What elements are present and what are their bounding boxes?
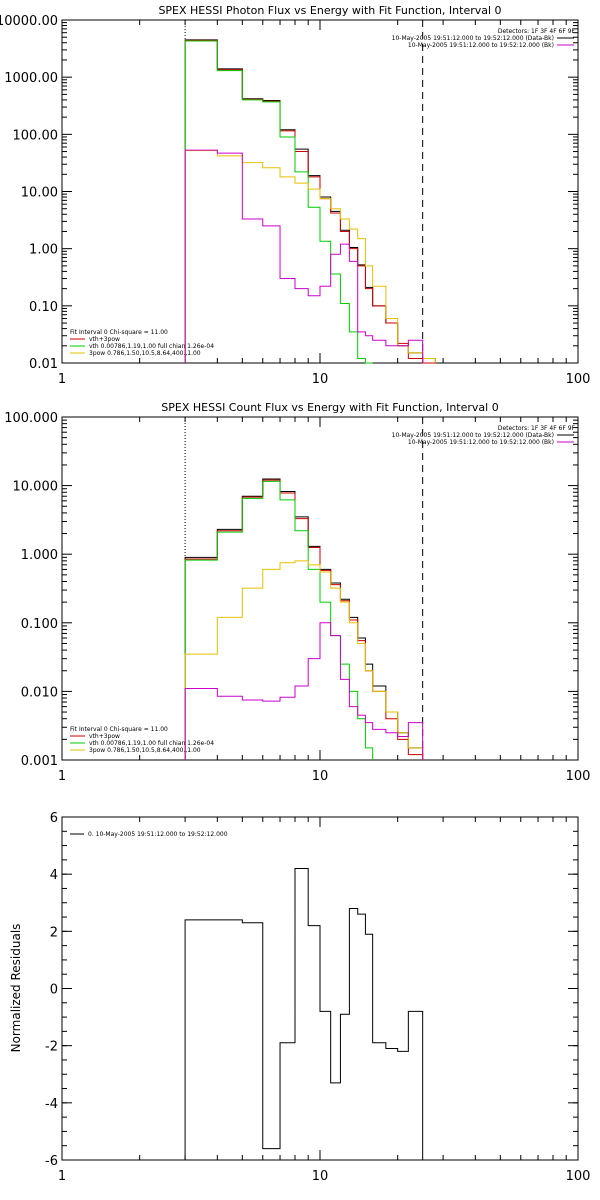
legend-data-bk: 10-May-2005 19:51:12.000 to 19:52:12.000… [392,432,554,439]
x-tick-label: 10 [312,1169,329,1184]
count-flux-chart: SPEX HESSI Count Flux vs Energy with Fit… [4,401,590,784]
range-markers [184,417,424,760]
y-tick-label: 1.000 [21,548,58,563]
x-tick-label: 10 [312,372,329,387]
legend-detectors: Detectors: 1F 3F 4F 6F 9F [498,425,576,432]
y-tick-label: -6 [45,1154,58,1169]
series-line [184,478,424,760]
series-line [184,622,424,760]
y-tick-label: 2 [50,925,58,940]
legend-fit-interval: Fit Interval 0 Chi-square = 11.00 [70,329,168,336]
x-tick-label: 1 [58,769,66,784]
x-tick-label: 100 [566,1169,591,1184]
y-tick-label: 1000.00 [4,71,58,86]
legend-bottom: Fit Interval 0 Chi-square = 11.00 vth+3p… [70,726,214,754]
y-axis-label: Normalized Residuals [9,924,23,1053]
y-tick-label: -4 [45,1097,58,1112]
x-tick-label: 10 [312,769,329,784]
series-line [184,560,424,760]
range-markers [184,20,424,363]
series-line [184,149,424,363]
data-series [184,478,424,760]
x-tick-label: 1 [58,1169,66,1184]
y-tick-label: -2 [45,1040,58,1055]
legend-bk: 10-May-2005 19:51:12.000 to 19:52:12.000… [408,439,554,446]
legend: 0. 10-May-2005 19:51:12.000 to 19:52:12.… [70,831,228,838]
y-tick-label: 0.010 [21,685,58,700]
legend-fit-3pow: 3pow 0.786,1.50,10.5,8.64,400.,1.00 [89,747,201,754]
y-tick-label: 4 [50,868,58,883]
legend-top: Detectors: 1F 3F 4F 6F 9F 10-May-2005 19… [392,28,576,49]
series-line [184,479,424,760]
residuals-chart: Normalized Residuals 1 10 100 -6 -4 -2 0 2 4 6 0.… [9,811,590,1184]
chart-title: SPEX HESSI Photon Flux vs Energy with Fi… [158,4,501,17]
y-tick-label: 10.000 [13,480,59,495]
series-line [184,867,424,1160]
legend-bk: 10-May-2005 19:51:12.000 to 19:52:12.000… [408,42,554,49]
y-tick-label: 0.01 [29,357,58,372]
legend-fit-3pow: 3pow 0.786,1.50,10.5,8.64,400.,1.00 [89,350,201,357]
y-tick-label: 100.000 [4,411,58,426]
legend-fit-total: vth+3pow [89,336,120,343]
axis-ticks: 1 10 100 0.01 0.10 1.00 10.00 100.00 1000.00 1000… [0,14,590,387]
axis-ticks: 1 10 100 0.001 0.010 0.100 1.000 10.000 100.000 [4,411,590,784]
series-line [184,150,436,363]
y-tick-label: 1.00 [29,243,58,258]
axis-ticks: 1 10 100 -6 -4 -2 0 2 4 6 [45,811,590,1184]
y-tick-label: 0.001 [21,754,58,769]
photon-flux-chart: SPEX HESSI Photon Flux vs Energy with Fi… [0,4,590,387]
legend-bottom: Fit Interval 0 Chi-square = 11.00 vth+3p… [70,329,214,357]
y-tick-label: 0.10 [29,300,58,315]
legend-fit-vth: vth 0.00786,1.19,1.00 full chian 1.26e-0… [89,343,214,350]
data-series [184,39,436,364]
y-tick-label: 10.00 [21,186,58,201]
series-line [184,40,373,364]
x-tick-label: 100 [566,372,591,387]
y-tick-label: 0.100 [21,617,58,632]
legend-data-bk: 10-May-2005 19:51:12.000 to 19:52:12.000… [392,35,554,42]
y-tick-label: 100.00 [13,128,59,143]
legend-interval: 0. 10-May-2005 19:51:12.000 to 19:52:12.… [88,831,228,838]
y-tick-label: 6 [50,811,58,826]
legend-fit-total: vth+3pow [89,733,120,740]
legend-detectors: Detectors: 1F 3F 4F 6F 9F [498,28,576,35]
x-tick-label: 1 [58,372,66,387]
legend-top: Detectors: 1F 3F 4F 6F 9F 10-May-2005 19… [392,425,576,446]
series-line [184,39,436,364]
y-tick-label: 0 [50,983,58,998]
chart-title: SPEX HESSI Count Flux vs Energy with Fit… [161,401,498,414]
y-tick-label: 10000.00 [0,14,58,29]
series-line [184,480,374,760]
data-series [184,867,424,1160]
x-tick-label: 100 [566,769,591,784]
legend-fit-vth: vth 0.00786,1.19,1.00 full chian 1.26e-0… [89,740,214,747]
series-line [184,39,436,363]
legend-fit-interval: Fit Interval 0 Chi-square = 11.00 [70,726,168,733]
